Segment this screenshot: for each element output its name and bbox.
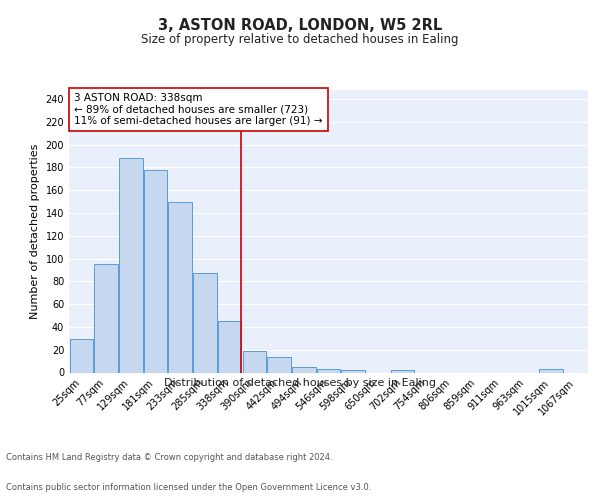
- Text: Size of property relative to detached houses in Ealing: Size of property relative to detached ho…: [141, 32, 459, 46]
- Text: Contains public sector information licensed under the Open Government Licence v3: Contains public sector information licen…: [6, 484, 371, 492]
- Bar: [119, 158, 143, 372]
- Bar: [169, 202, 192, 372]
- Bar: [94, 264, 118, 372]
- Bar: [268, 356, 291, 372]
- Text: 3, ASTON ROAD, LONDON, W5 2RL: 3, ASTON ROAD, LONDON, W5 2RL: [158, 18, 442, 32]
- Bar: [539, 369, 563, 372]
- Y-axis label: Number of detached properties: Number of detached properties: [30, 144, 40, 319]
- Text: 3 ASTON ROAD: 338sqm
← 89% of detached houses are smaller (723)
11% of semi-deta: 3 ASTON ROAD: 338sqm ← 89% of detached h…: [74, 93, 323, 126]
- Bar: [193, 274, 217, 372]
- Text: Distribution of detached houses by size in Ealing: Distribution of detached houses by size …: [164, 378, 436, 388]
- Bar: [391, 370, 415, 372]
- Bar: [242, 351, 266, 372]
- Bar: [317, 369, 340, 372]
- Bar: [218, 321, 241, 372]
- Text: Contains HM Land Registry data © Crown copyright and database right 2024.: Contains HM Land Registry data © Crown c…: [6, 454, 332, 462]
- Bar: [70, 340, 93, 372]
- Bar: [292, 367, 316, 372]
- Bar: [341, 370, 365, 372]
- Bar: [144, 170, 167, 372]
